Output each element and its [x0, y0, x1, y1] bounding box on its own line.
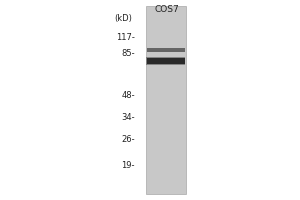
Text: 26-: 26-	[122, 134, 135, 144]
Bar	[146, 57, 185, 65]
Text: 34-: 34-	[122, 112, 135, 121]
Text: 48-: 48-	[122, 90, 135, 99]
Text: 117-: 117-	[116, 32, 135, 42]
Text: (kD): (kD)	[114, 15, 132, 23]
Bar	[147, 58, 184, 64]
Text: 85-: 85-	[122, 49, 135, 58]
Bar	[146, 6, 186, 194]
Text: 19-: 19-	[122, 160, 135, 170]
Text: COS7: COS7	[154, 5, 179, 14]
Bar	[147, 48, 184, 52]
